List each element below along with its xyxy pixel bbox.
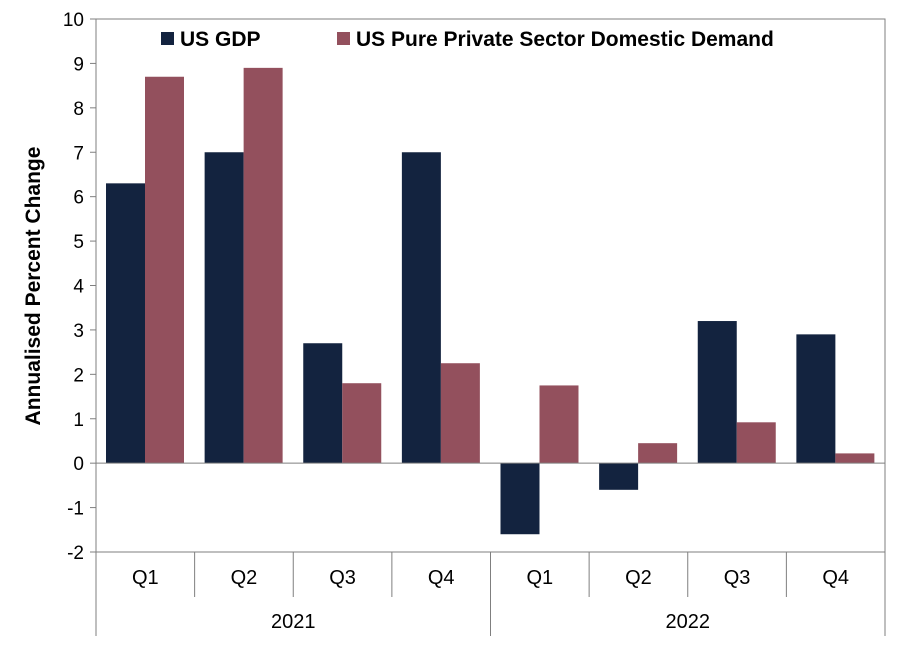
category-label: Q4 xyxy=(428,567,455,589)
legend: US GDP US Pure Private Sector Domestic D… xyxy=(161,28,774,51)
y-tick-label: 9 xyxy=(73,54,84,75)
category-label: Q3 xyxy=(724,567,751,589)
bar-series0 xyxy=(500,463,540,535)
bar-series1 xyxy=(539,385,579,464)
y-tick-label: 1 xyxy=(73,410,84,431)
category-label: Q2 xyxy=(231,567,258,589)
y-tick-label: 0 xyxy=(73,454,84,475)
bar-series0 xyxy=(106,183,145,464)
category-label: Q1 xyxy=(132,567,159,589)
axes-layer: -2 -1 0 1 2 3 4 5 6 7 8 9 10 Q1 Q2 Q3 Q4 Q1 Q2 Q3 Q4 2021 2022 xyxy=(63,10,886,636)
bar-series1 xyxy=(835,453,875,464)
legend-label-private-demand: US Pure Private Sector Domestic Demand xyxy=(356,28,774,51)
y-axis-label: Annualised Percent Change xyxy=(22,147,45,426)
category-label: Q2 xyxy=(625,567,652,589)
bar-series1 xyxy=(736,422,776,464)
bar-series0 xyxy=(401,152,441,464)
y-tick-label: 7 xyxy=(73,143,84,164)
category-label: Q4 xyxy=(822,567,849,589)
y-tick-label: 8 xyxy=(73,99,84,120)
bar-series1 xyxy=(638,443,678,464)
bar-series0 xyxy=(796,334,836,464)
y-tick-label: 6 xyxy=(73,188,84,209)
y-tick-label: 5 xyxy=(73,232,84,253)
group-label: 2022 xyxy=(666,611,711,633)
category-label: Q3 xyxy=(329,567,356,589)
bar-series1 xyxy=(342,383,382,464)
legend-label-us-gdp: US GDP xyxy=(180,28,261,51)
bar-series1 xyxy=(243,67,283,464)
bar-series0 xyxy=(303,343,343,464)
y-tick-label: 10 xyxy=(63,10,84,31)
y-tick-label: -2 xyxy=(67,543,84,564)
bar-series1 xyxy=(145,76,184,464)
y-tick-label: 2 xyxy=(73,365,84,386)
bar-series0 xyxy=(697,321,737,464)
category-label: Q1 xyxy=(526,567,553,589)
legend-swatch-private-demand xyxy=(337,32,350,45)
bars-layer xyxy=(106,67,875,535)
y-tick-label: 4 xyxy=(73,277,84,298)
bar-series1 xyxy=(440,363,480,464)
group-label: 2021 xyxy=(271,611,316,633)
legend-swatch-us-gdp xyxy=(161,32,174,45)
bar-series0 xyxy=(204,152,244,464)
bar-series0 xyxy=(599,463,639,490)
y-tick-label: -1 xyxy=(67,499,84,520)
y-tick-label: 3 xyxy=(73,321,84,342)
